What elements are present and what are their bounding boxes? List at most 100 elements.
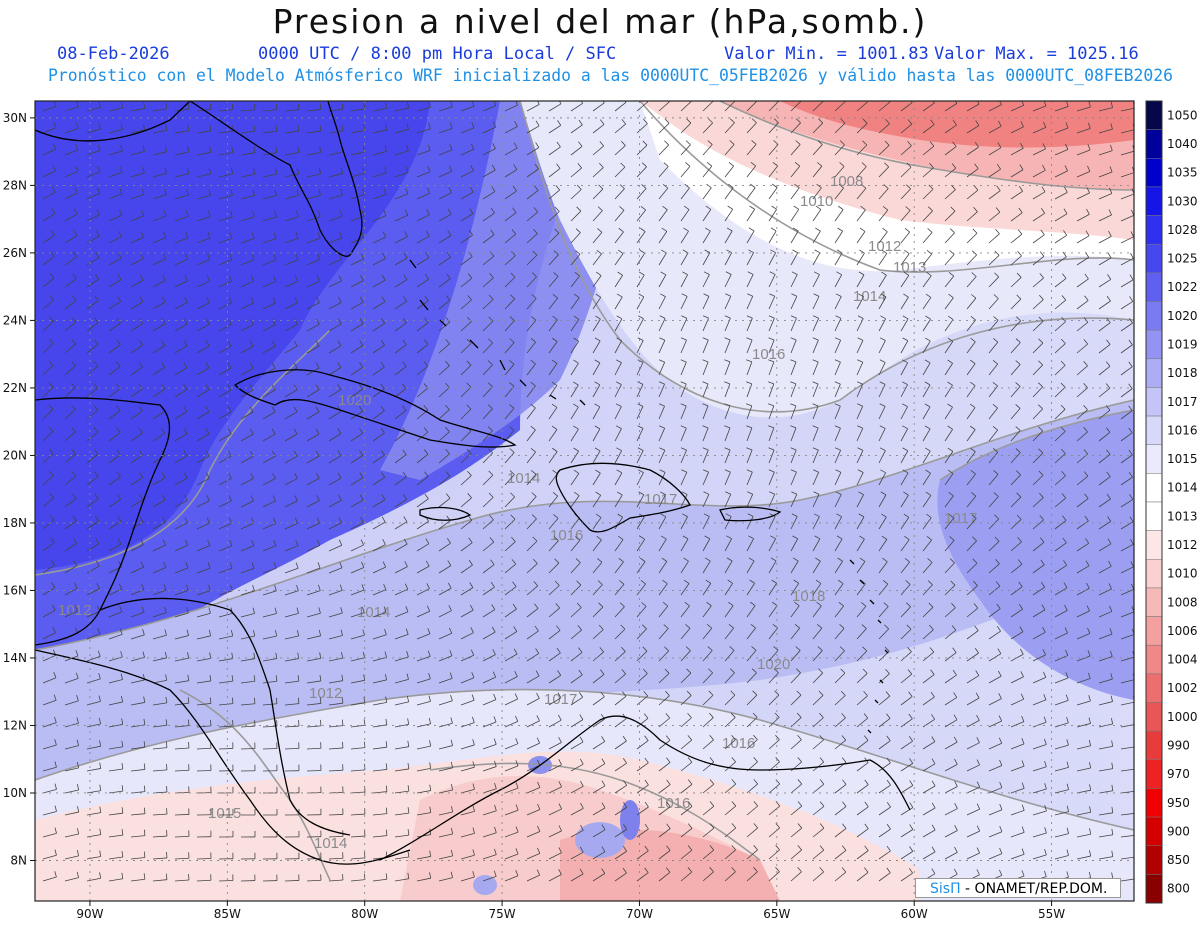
wind-barb xyxy=(394,188,409,200)
wind-barb xyxy=(1098,471,1111,486)
wind-barb xyxy=(614,757,627,772)
wind-barb xyxy=(1032,649,1046,662)
wind-barb xyxy=(614,780,628,794)
colorbar-label: 1004 xyxy=(1167,653,1198,667)
wind-barb xyxy=(702,668,713,684)
colorbar-label: 1035 xyxy=(1167,166,1198,180)
wind-barb xyxy=(504,316,515,332)
wind-barb xyxy=(526,381,536,398)
wind-barb xyxy=(878,359,886,376)
colorbar-swatch xyxy=(1145,845,1163,875)
wind-barb xyxy=(944,337,954,354)
wind-barb xyxy=(812,624,823,640)
contour-label: 1013 xyxy=(893,259,926,276)
wind-barb xyxy=(1032,251,1045,266)
wind-barb xyxy=(592,602,604,618)
wind-barb xyxy=(1098,538,1112,552)
wind-barb xyxy=(592,184,604,200)
wind-barb xyxy=(790,162,801,178)
wind-barb xyxy=(174,384,188,398)
wind-barb xyxy=(1120,383,1133,398)
wind-barb xyxy=(1032,604,1046,618)
wind-barb xyxy=(658,315,666,332)
wind-barb xyxy=(350,102,366,112)
wind-barb xyxy=(240,675,256,684)
wind-barb xyxy=(592,802,606,816)
wind-barb xyxy=(438,404,450,420)
wind-barb xyxy=(218,340,232,354)
wind-barb xyxy=(790,646,801,662)
wind-barb xyxy=(196,297,210,310)
wind-barb xyxy=(834,579,844,596)
lat-tick-label: 22N xyxy=(3,381,27,395)
wind-barb xyxy=(284,384,298,398)
wind-barb xyxy=(152,830,168,838)
wind-barb xyxy=(636,337,644,354)
wind-barb xyxy=(1032,827,1047,838)
wind-barb xyxy=(108,188,123,200)
colorbar-swatch xyxy=(1145,559,1163,589)
wind-barb xyxy=(42,627,56,640)
wind-barb xyxy=(1076,784,1092,794)
wind-barb xyxy=(1098,427,1111,442)
wind-barb xyxy=(724,403,731,420)
wind-barb xyxy=(636,403,644,420)
lon-tick-label: 90W xyxy=(76,907,103,921)
wind-barb xyxy=(86,650,101,662)
wind-barb xyxy=(482,338,493,354)
wind-barb xyxy=(42,165,56,178)
wind-barb xyxy=(42,871,57,882)
wind-barb xyxy=(680,447,687,464)
wind-barb xyxy=(790,734,802,750)
wind-barb xyxy=(548,228,560,244)
wind-barb xyxy=(922,758,936,772)
wind-barb xyxy=(1010,470,1021,486)
wind-barb xyxy=(680,801,693,816)
wind-barb xyxy=(834,491,842,508)
contour-label: 1020 xyxy=(338,392,371,409)
wind-barb xyxy=(152,124,168,134)
wind-barb xyxy=(768,118,779,134)
wind-barb xyxy=(196,539,211,552)
wind-barb xyxy=(218,675,234,684)
wind-barb xyxy=(900,624,912,640)
wind-barb xyxy=(108,317,121,332)
colorbar-label: 1008 xyxy=(1167,595,1198,609)
wind-barb xyxy=(856,271,865,288)
wind-barb xyxy=(592,249,602,266)
wind-barb xyxy=(746,249,754,266)
wind-barb xyxy=(878,206,889,222)
wind-barb xyxy=(570,669,583,684)
wind-barb xyxy=(482,514,494,530)
wind-barb xyxy=(1076,672,1091,684)
wind-barb xyxy=(900,337,909,354)
wind-barb xyxy=(834,867,847,882)
wind-barb xyxy=(878,403,886,420)
wind-barb xyxy=(64,165,79,178)
wind-barb xyxy=(306,652,322,662)
wind-barb xyxy=(460,649,475,662)
wind-barb xyxy=(724,579,734,596)
wind-barb xyxy=(350,253,364,266)
wind-barb xyxy=(834,823,847,838)
wind-barb xyxy=(944,206,956,222)
wind-barb xyxy=(702,183,712,200)
wind-barb xyxy=(218,428,232,442)
wind-barb xyxy=(196,674,212,684)
wind-barb xyxy=(526,359,536,376)
wind-barb xyxy=(680,867,693,882)
colorbar-label: 900 xyxy=(1167,824,1190,838)
wind-barb xyxy=(658,359,666,376)
wind-barb xyxy=(262,125,278,134)
wind-barb xyxy=(790,866,802,882)
wind-barb xyxy=(636,447,644,464)
wind-barb xyxy=(240,540,255,552)
wind-barb xyxy=(504,804,519,816)
wind-barb xyxy=(768,293,776,310)
wind-barb xyxy=(944,359,953,376)
wind-barb xyxy=(460,382,472,398)
wind-barb xyxy=(1076,806,1092,816)
wind-barb xyxy=(548,603,560,618)
wind-barb xyxy=(944,781,958,794)
wind-barb xyxy=(834,293,842,310)
